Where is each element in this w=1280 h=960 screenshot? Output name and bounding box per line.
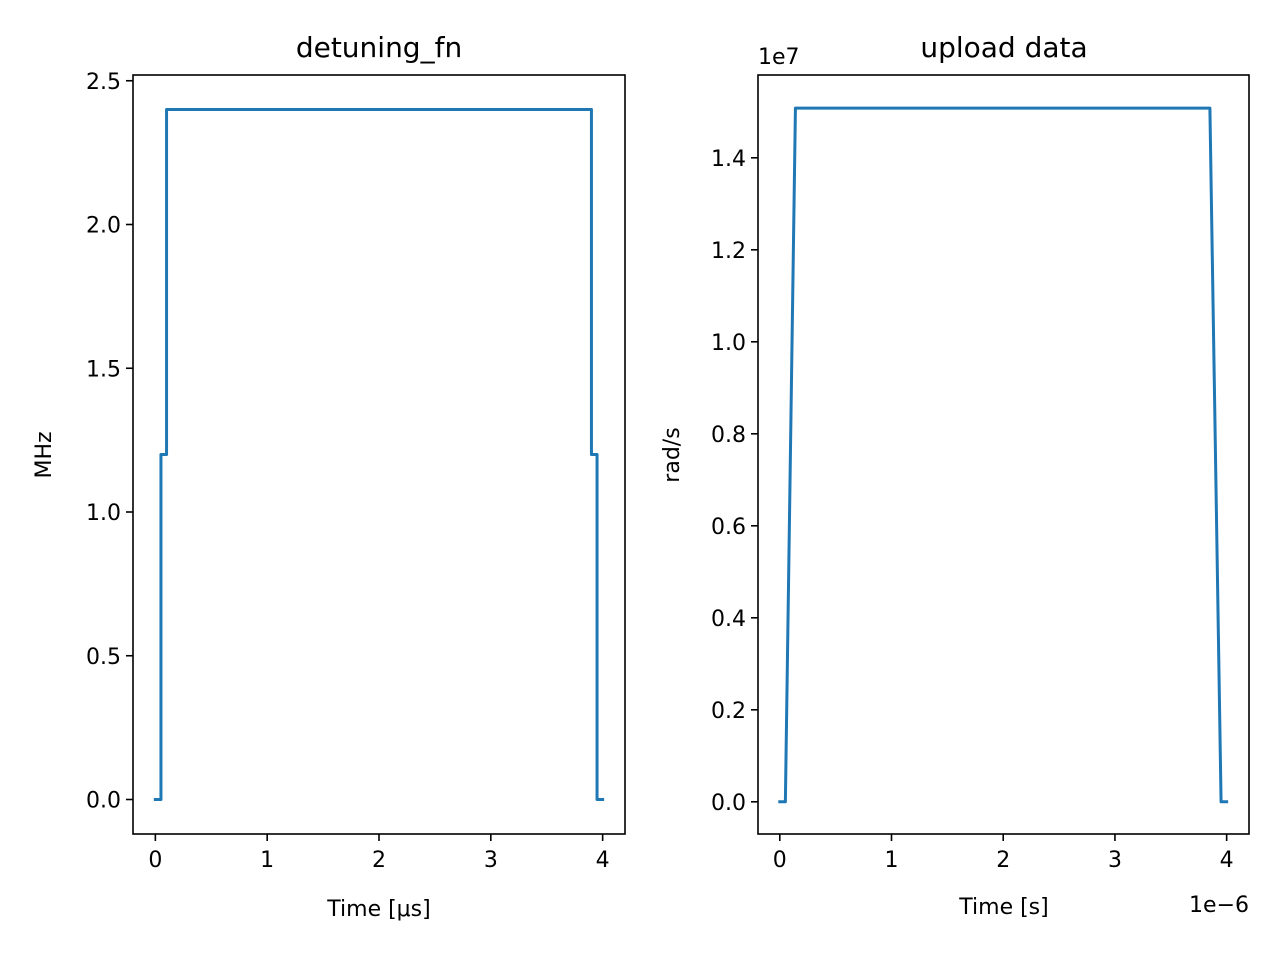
x-tick-label: 2 [996, 848, 1010, 873]
chart-title: upload data [920, 31, 1087, 64]
chart-title: detuning_fn [296, 31, 462, 64]
y-tick-label: 0.0 [711, 791, 746, 816]
x-tick-label: 2 [372, 848, 386, 873]
x-tick-label: 4 [596, 848, 610, 873]
y-axis-label: MHz [32, 431, 57, 478]
y-tick-label: 1.4 [711, 147, 746, 172]
y-tick-label: 0.8 [711, 423, 746, 448]
y-tick-label: 1.5 [86, 357, 121, 382]
y-tick-label: 0.0 [86, 789, 121, 814]
x-tick-label: 0 [148, 848, 162, 873]
y-tick-label: 2.5 [86, 70, 121, 95]
x-axis-label: Time [s] [958, 895, 1048, 920]
y-tick-label: 1.0 [86, 501, 121, 526]
y-tick-label: 0.2 [711, 699, 746, 724]
x-tick-label: 3 [1108, 848, 1122, 873]
y-tick-label: 0.6 [711, 515, 746, 540]
chart-panel-detuning: detuning_fn Time [μs] MHz 0 1 2 3 4 0.0 0.5 1.0… [32, 31, 626, 922]
y-axis-offset-label: 1e7 [758, 45, 800, 70]
x-axis-label: Time [μs] [326, 897, 430, 922]
x-tick-label: 1 [885, 848, 899, 873]
y-tick-label: 1.0 [711, 331, 746, 356]
x-tick-label: 4 [1220, 848, 1234, 873]
y-tick-label: 1.2 [711, 239, 746, 264]
x-tick-label: 1 [260, 848, 274, 873]
series-line-0 [778, 106, 1229, 804]
x-axis-offset-label: 1e−6 [1189, 893, 1249, 918]
y-tick-label: 0.5 [86, 645, 121, 670]
chart-panel-upload-data: upload data Time [s] rad/s 1e7 1e−6 0 1 2 3… [660, 31, 1250, 920]
series-line-0 [153, 108, 605, 801]
x-tick-label: 3 [484, 848, 498, 873]
x-tick-label: 0 [773, 848, 787, 873]
y-tick-label: 2.0 [86, 214, 121, 239]
y-tick-label: 0.4 [711, 607, 746, 632]
y-axis-label: rad/s [660, 427, 685, 482]
